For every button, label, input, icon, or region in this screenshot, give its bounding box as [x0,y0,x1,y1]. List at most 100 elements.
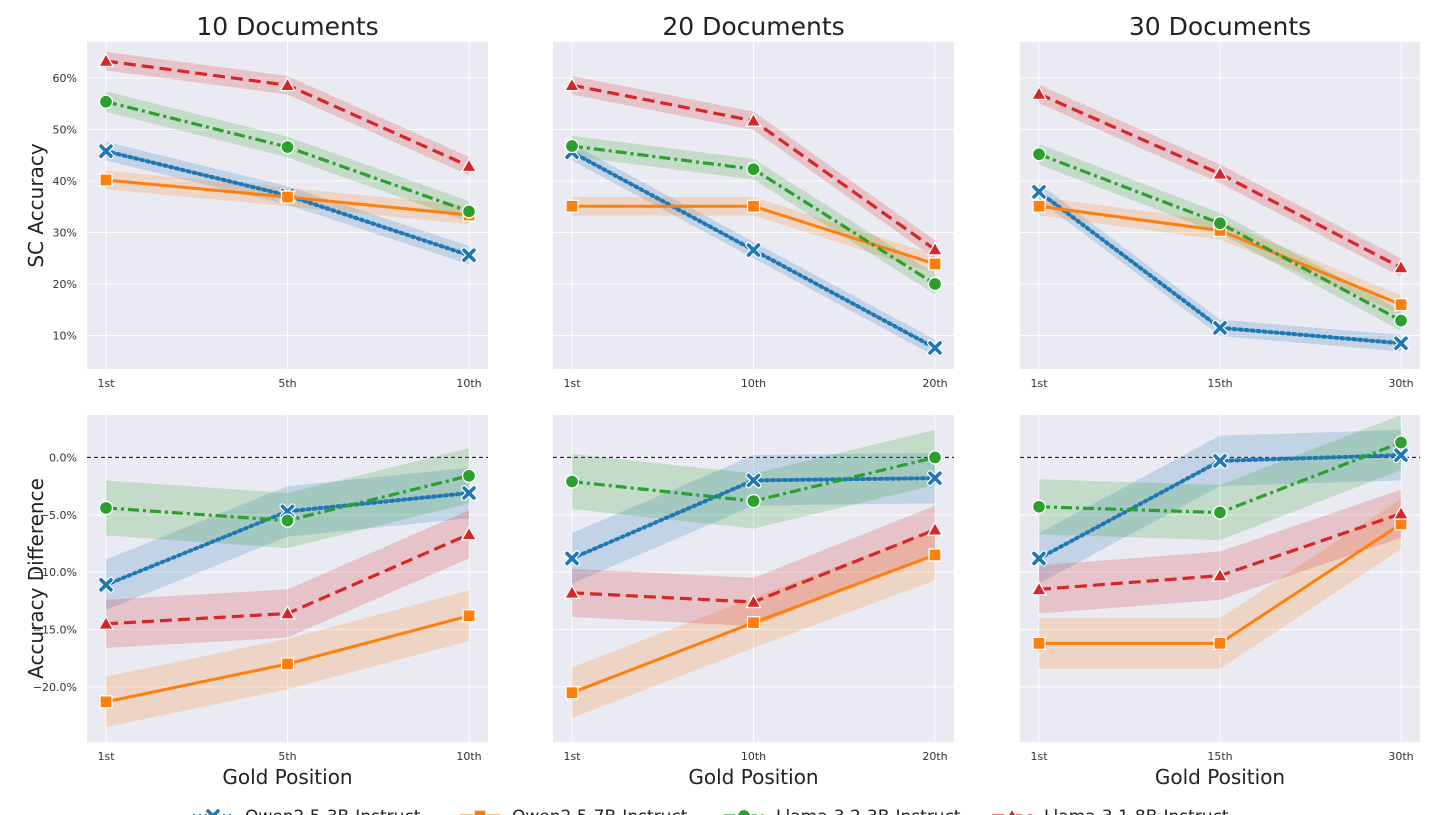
data-point-llama-3-1-8b-instruct [1211,165,1229,180]
data-point-qwen2-5-3b-instruct [98,143,114,160]
marker-x-stroke [1213,454,1227,468]
y-axis-label: SC Accuracy [24,143,48,267]
ci-band-qwen2-5-7b-instruct [1039,197,1401,314]
data-point-llama-3-1-8b-instruct [460,157,478,173]
data-point-qwen2-5-7b-instruct [280,657,295,671]
data-point-qwen2-5-3b-instruct [461,247,477,264]
data-point-qwen2-5-3b-instruct [927,470,943,487]
legend-item-llama-3-2-3b-instruct: Llama-3.2-3B-Instruct [724,807,961,815]
legend-item-qwen2-5-7b-instruct: Qwen2.5-7B-Instruct [460,807,688,815]
data-point-llama-3-1-8b-instruct [279,604,296,620]
marker-x-stroke [99,144,113,158]
data-point-llama-3-1-8b-instruct [926,521,944,536]
x-tick-label: 15th [1207,377,1232,390]
data-point-llama-3-1-8b-instruct [1392,505,1410,520]
panel-1: 10% 20% 30% 40% 50% 60% 1st 5th 10th 10 Documents… [24,12,488,390]
data-point-llama-3-2-3b-instruct [927,450,943,465]
legend-label: Llama-3.2-3B-Instruct [776,807,961,815]
legend-label: Llama-3.1-8B-Instruct [1044,807,1229,815]
data-point-llama-3-2-3b-instruct [1393,435,1409,450]
data-point-llama-3-1-8b-instruct [97,52,115,68]
panel-2: 1st 10th 20th 20 Documents [553,12,954,390]
data-point-llama-3-2-3b-instruct [927,276,943,292]
data-point-llama-3-1-8b-instruct [1211,567,1229,582]
x-tick-label: 30th [1388,377,1413,390]
x-axis-label: Gold Position [688,765,818,789]
marker-x-stroke [1394,336,1408,351]
legend-label: Qwen2.5-3B-Instruct [245,807,421,815]
legend: Qwen2.5-3B-Instruct Qwen2.5-7B-Instruct Ll… [193,807,1229,815]
data-point-qwen2-5-3b-instruct [1031,183,1047,200]
legend-marker-qwen2-5-7b-instruct [473,809,487,815]
ci-band-qwen2-5-3b-instruct [1039,183,1401,352]
data-point-qwen2-5-7b-instruct [1394,517,1408,531]
data-point-qwen2-5-3b-instruct [98,576,114,593]
x-tick-label: 1st [563,377,581,390]
marker-x-stroke [565,551,579,566]
x-tick-label: 20th [922,750,947,763]
y-tick-label: 10% [53,330,77,343]
data-point-qwen2-5-7b-instruct [565,686,579,700]
panels-layer: 10% 20% 30% 40% 50% 60% 1st 5th 10th 10 Documents… [24,12,1420,789]
y-tick-label: −5.0% [40,509,77,522]
data-point-llama-3-1-8b-instruct [1030,85,1048,101]
y-tick-label: −20.0% [33,681,77,694]
legend-label: Qwen2.5-7B-Instruct [512,807,688,815]
x-tick-label: 15th [1207,750,1232,763]
panel-title: 10 Documents [196,12,378,41]
data-point-qwen2-5-7b-instruct [280,190,295,204]
data-point-llama-3-2-3b-instruct [1031,499,1047,514]
marker-x-stroke [746,243,761,257]
ci-band-llama-3-1-8b-instruct [106,51,469,176]
data-point-qwen2-5-3b-instruct [1212,452,1228,469]
data-point-llama-3-1-8b-instruct [745,112,762,127]
marker-x-stroke [1032,185,1046,199]
ci-band-llama-3-2-3b-instruct [106,448,469,549]
x-axis-label: Gold Position [1155,765,1285,789]
data-point-qwen2-5-7b-instruct [99,695,113,709]
y-tick-label: 0.0% [49,451,77,464]
data-point-llama-3-2-3b-instruct [461,468,477,483]
data-point-llama-3-2-3b-instruct [1212,505,1228,520]
panel-5: 1st 10th 20th Gold Position [553,415,954,789]
y-tick-label: −15.0% [33,624,77,637]
data-point-llama-3-1-8b-instruct [97,615,115,630]
data-point-qwen2-5-7b-instruct [1032,636,1046,650]
y-tick-label: 30% [53,227,77,240]
data-point-qwen2-5-3b-instruct [564,550,580,567]
data-point-qwen2-5-3b-instruct [461,485,477,502]
ci-band-llama-3-2-3b-instruct [1039,143,1401,331]
y-tick-label: 40% [53,175,77,188]
x-tick-label: 10th [741,750,766,763]
data-point-qwen2-5-7b-instruct [565,199,579,213]
series-line-llama-3-2-3b-instruct [105,100,470,213]
marker-x-stroke [928,471,942,485]
data-point-llama-3-2-3b-instruct [746,162,761,177]
marker-x-stroke [1394,448,1408,462]
panel-title: 20 Documents [662,12,844,41]
data-point-llama-3-1-8b-instruct [563,76,581,92]
x-tick-label: 1st [1030,377,1048,390]
data-point-qwen2-5-7b-instruct [928,257,942,271]
legend-marker-qwen2-5-3b-instruct [205,808,221,815]
data-point-llama-3-2-3b-instruct [1393,313,1409,328]
x-tick-label: 10th [456,750,481,763]
data-point-llama-3-1-8b-instruct [745,593,762,609]
data-point-llama-3-1-8b-instruct [563,584,581,599]
data-point-llama-3-2-3b-instruct [1212,216,1228,231]
marker-x-stroke [1032,551,1046,566]
data-point-qwen2-5-3b-instruct [1031,550,1047,567]
data-point-qwen2-5-3b-instruct [927,339,943,356]
data-point-qwen2-5-7b-instruct [1032,199,1046,213]
x-tick-label: 1st [1030,750,1048,763]
x-tick-label: 20th [922,377,947,390]
legend-marker-llama-3-2-3b-instruct [736,808,752,815]
data-point-llama-3-2-3b-instruct [1031,147,1047,162]
data-point-qwen2-5-3b-instruct [1393,335,1409,352]
data-point-qwen2-5-3b-instruct [745,242,762,259]
data-point-llama-3-1-8b-instruct [926,241,944,256]
x-tick-label: 1st [563,750,581,763]
data-point-qwen2-5-7b-instruct [99,173,113,187]
panel-title: 30 Documents [1129,12,1311,41]
